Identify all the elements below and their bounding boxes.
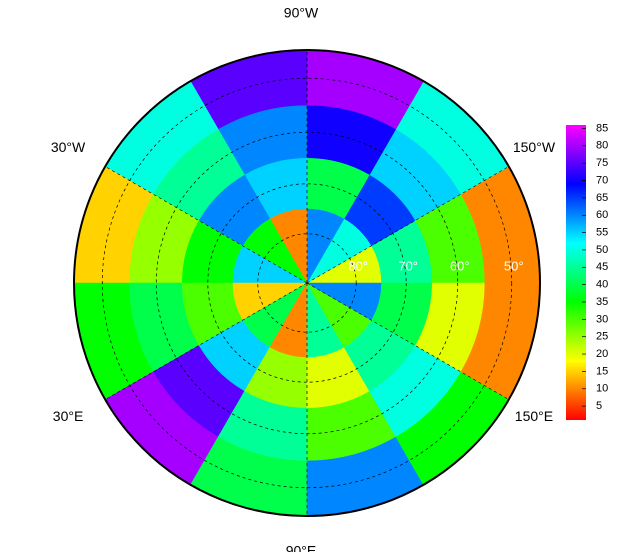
colorbar-tick-label: 5 (596, 400, 602, 412)
colorbar-scale (566, 125, 586, 420)
meridian (306, 282, 509, 400)
colorbar-tick-label: 85 (596, 122, 608, 134)
colorbar-tick-label: 50 (596, 244, 608, 256)
longitude-label: 90°W (284, 5, 319, 21)
colorbar-tick-label: 20 (596, 348, 608, 360)
colorbar-tick-label: 25 (596, 331, 608, 343)
meridian (306, 166, 509, 284)
colorbar-tick-label: 10 (596, 383, 608, 395)
colorbar-tick-label: 60 (596, 209, 608, 221)
longitude-label: 150°E (515, 408, 553, 424)
colorbar-tick-label: 55 (596, 226, 608, 238)
colorbar-tick-label: 15 (596, 365, 608, 377)
longitude-label: 30°W (51, 139, 86, 155)
colorbar-tick-label: 35 (596, 296, 608, 308)
labels: 90°W 30°W 150°W 30°E 150°E 90°E 80° 70° 60° 50° (51, 5, 556, 552)
meridian (105, 282, 308, 400)
data-field (74, 50, 540, 516)
longitude-label: 150°W (513, 139, 556, 155)
latitude-circle (101, 77, 513, 489)
colorbar-tick-label: 75 (596, 157, 608, 169)
colorbar-tick-label: 70 (596, 174, 608, 186)
colorbar-tick-label: 30 (596, 313, 608, 325)
colorbar: 5 10 15 20 25 30 35 40 45 50 55 60 65 70 75 80 85 (566, 122, 608, 420)
latitude-label: 50° (504, 258, 524, 273)
latitude-circle (257, 233, 357, 333)
meridian (105, 166, 308, 284)
latitude-label: 70° (398, 258, 418, 273)
graticule (101, 50, 513, 516)
colorbar-tick-label: 45 (596, 261, 608, 273)
longitude-label: 90°E (286, 543, 317, 552)
map-boundary (73, 49, 541, 517)
latitude-label: 80° (348, 258, 368, 273)
colorbar-tick-label: 40 (596, 279, 608, 291)
longitude-label: 30°E (53, 408, 84, 424)
colorbar-tick-label: 80 (596, 140, 608, 152)
latitude-circle (207, 183, 407, 383)
colorbar-tick-label: 65 (596, 192, 608, 204)
latitude-label: 60° (450, 258, 470, 273)
